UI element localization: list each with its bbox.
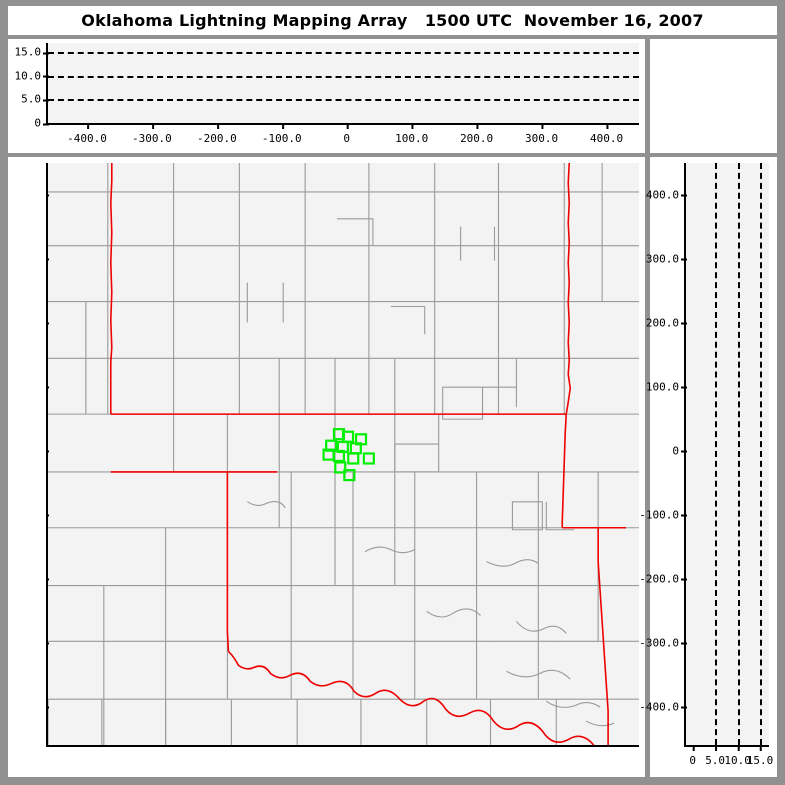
y-axis-tick-label: 400.0 (646, 188, 688, 201)
x-axis-tick-label: 400.0 (590, 745, 623, 747)
x-axis-tick-label: -400.0 (67, 745, 107, 747)
y-axis-tick-label: 300.0 (646, 252, 688, 265)
y-axis-tick-label: 15.0 (15, 46, 49, 59)
x-axis-tick-label: 0 (689, 745, 696, 767)
x-axis-tick-label: 200.0 (460, 745, 493, 747)
y-axis-tick-label: 0 (672, 444, 687, 457)
x-axis-tick-label: -100.0 (262, 123, 302, 145)
x-axis-tick-label: 300.0 (525, 745, 558, 747)
y-axis-tick-label: 10.0 (15, 69, 49, 82)
x-axis-tick-label: 0 (343, 123, 350, 145)
gridline-horizontal (48, 99, 639, 102)
lma-station-marker (362, 452, 375, 465)
x-axis-tick-label: -200.0 (197, 745, 237, 747)
x-axis-tick-label: 15.0 (747, 745, 773, 767)
y-axis-tick-label: -400.0 (639, 700, 687, 713)
y-axis-tick-label: 200.0 (48, 322, 50, 325)
x-axis-tick-label: 10.0 (724, 745, 751, 767)
x-axis-tick-label: 300.0 (525, 123, 558, 145)
y-axis-tick-label: -400.0 (48, 706, 49, 709)
y-axis-tick-label: 300.0 (48, 258, 50, 261)
lma-station-marker (332, 449, 346, 462)
y-axis-tick-label: 5.0 (21, 93, 49, 106)
y-axis-tick-label: -200.0 (48, 578, 49, 581)
plan-view-map-plot-area[interactable]: 400.0 300.0 200.0 100.0 0 -100.0 -200.0 … (46, 163, 639, 747)
state-borders (109, 163, 627, 745)
y-axis-tick-label: -100.0 (48, 514, 49, 517)
y-axis-tick-label: -300.0 (639, 636, 687, 649)
y-axis-tick-label: -300.0 (48, 642, 49, 645)
x-axis-tick-label: 0 (343, 745, 350, 747)
x-axis-tick-label: 400.0 (590, 123, 623, 145)
gridline-horizontal (48, 75, 639, 78)
plan-view-map-panel: 400.0 300.0 200.0 100.0 0 -100.0 -200.0 … (8, 157, 645, 777)
gridline-horizontal (48, 52, 639, 55)
gridline-vertical (715, 163, 718, 745)
x-axis-tick-label: 100.0 (395, 123, 428, 145)
x-axis-tick-label: 100.0 (395, 745, 428, 747)
y-axis-tick-label: -200.0 (639, 572, 687, 585)
lma-station-marker (343, 469, 356, 482)
y-axis-tick-label: 400.0 (48, 194, 50, 197)
x-axis-tick-label: -200.0 (197, 123, 237, 145)
y-axis-tick-label: 0 (34, 117, 49, 130)
time-height-plot-area[interactable]: 0 5.0 10.0 15.0 -400.0 -300.0 -200.0 -10… (15, 43, 639, 145)
x-axis-tick-label: -300.0 (132, 123, 172, 145)
gridline-vertical (760, 163, 763, 745)
title-panel: Oklahoma Lightning Mapping Array 1500 UT… (8, 6, 777, 35)
y-axis-tick-label: -100.0 (639, 508, 687, 521)
lma-station-markers (322, 428, 375, 482)
y-axis-tick-label: 0 (48, 450, 49, 453)
east-west-height-panel: 400.0 300.0 200.0 100.0 0 -100.0 -200.0 … (639, 157, 777, 777)
page-title: Oklahoma Lightning Mapping Array 1500 UT… (81, 11, 704, 30)
x-axis-tick-label: -400.0 (67, 123, 107, 145)
y-axis-tick-label: 100.0 (48, 386, 50, 389)
map-graphic (48, 163, 639, 745)
x-axis-tick-label: -100.0 (262, 745, 302, 747)
blank-panel (650, 39, 777, 153)
x-axis-tick-label: 5.0 (705, 745, 725, 767)
time-height-panel: 0 5.0 10.0 15.0 -400.0 -300.0 -200.0 -10… (8, 39, 645, 153)
lma-station-marker (347, 452, 360, 465)
y-axis-tick-label: 200.0 (646, 316, 688, 329)
east-west-height-plot-area[interactable]: 400.0 300.0 200.0 100.0 0 -100.0 -200.0 … (639, 163, 773, 767)
y-axis-tick-label: 100.0 (646, 380, 688, 393)
gridline-vertical (737, 163, 740, 745)
x-axis-tick-label: 200.0 (460, 123, 493, 145)
x-axis-tick-label: -300.0 (132, 745, 172, 747)
lma-station-marker (334, 461, 347, 474)
